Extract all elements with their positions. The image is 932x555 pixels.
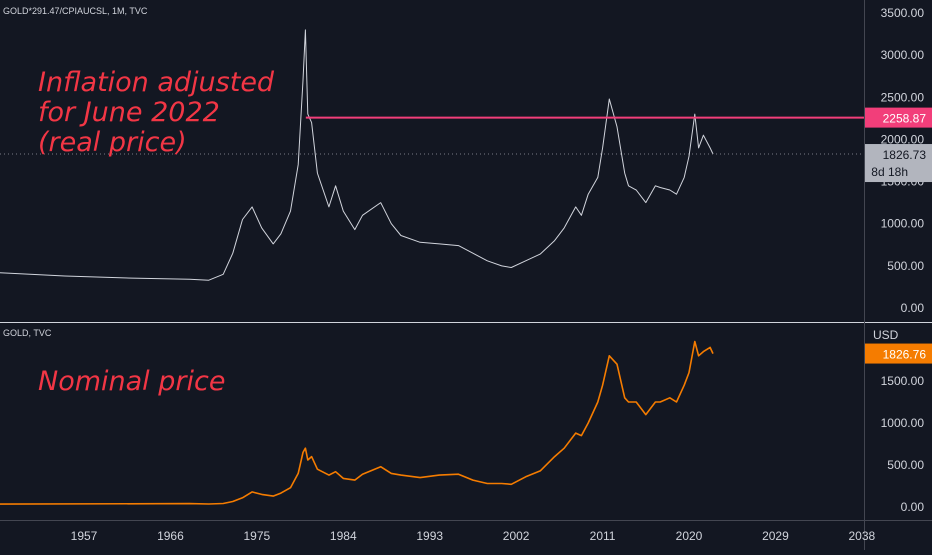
last-value-label: 1826.73: [883, 148, 927, 162]
y-tick-label: 0.00: [901, 500, 925, 514]
y-tick-label: 1000.00: [881, 217, 925, 231]
real-price-annotation: Inflation adjusted for June 2022 (real p…: [38, 68, 274, 158]
x-tick-label: 1957: [71, 529, 98, 543]
x-tick-label: 1984: [330, 529, 357, 543]
horizontal-level-label: 2258.87: [883, 112, 927, 126]
currency-label: USD: [873, 328, 899, 342]
y-tick-label: 1000.00: [881, 416, 925, 430]
annotation-line: Inflation adjusted: [38, 67, 275, 98]
y-tick-label: 2500.00: [881, 90, 925, 104]
x-tick-label: 2020: [676, 529, 703, 543]
last-value-label-box: [865, 343, 932, 364]
y-tick-label: 3500.00: [881, 6, 925, 20]
y-tick-label: 500.00: [887, 259, 924, 273]
top-pane-symbol-label: GOLD*291.47/CPIAUCSL, 1M, TVC: [3, 6, 148, 16]
real-price-line: [0, 29, 714, 281]
y-tick-label: 500.00: [887, 458, 924, 472]
x-tick-label: 2038: [849, 529, 876, 543]
y-tick-label: 2000.00: [881, 132, 925, 146]
last-value-label: 1826.76: [883, 348, 927, 362]
x-tick-label: 1966: [157, 529, 184, 543]
x-tick-label: 2011: [590, 529, 616, 543]
y-tick-label: 1500.00: [881, 374, 925, 388]
x-tick-label: 2002: [503, 529, 530, 543]
x-tick-label: 1975: [244, 529, 271, 543]
annotation-line: for June 2022: [38, 97, 220, 128]
last-value-label-box: [865, 144, 932, 183]
y-tick-label: 3000.00: [881, 48, 925, 62]
annotation-line: (real price): [38, 127, 187, 158]
bottom-pane-symbol-label: GOLD, TVC: [3, 328, 52, 338]
annotation-line: Nominal price: [38, 366, 226, 397]
nominal-price-line: [0, 340, 714, 505]
bar-countdown-label: 8d 18h: [871, 165, 908, 179]
nominal-price-annotation: Nominal price: [38, 367, 225, 397]
x-tick-label: 2029: [762, 529, 789, 543]
real-price-pane: 3500.003000.002500.002000.001500.001000.…: [0, 6, 932, 315]
x-tick-label: 1993: [416, 529, 443, 543]
nominal-price-pane: 1500.00 1000.00 500.00 0.00 1826.76 USD: [0, 328, 932, 514]
horizontal-level-label-box: [865, 107, 932, 128]
y-tick-label: 0.00: [901, 301, 925, 315]
time-axis: 1957 1966 1975 1984 1993 2002 2011 2020 2029 2038: [71, 529, 876, 543]
